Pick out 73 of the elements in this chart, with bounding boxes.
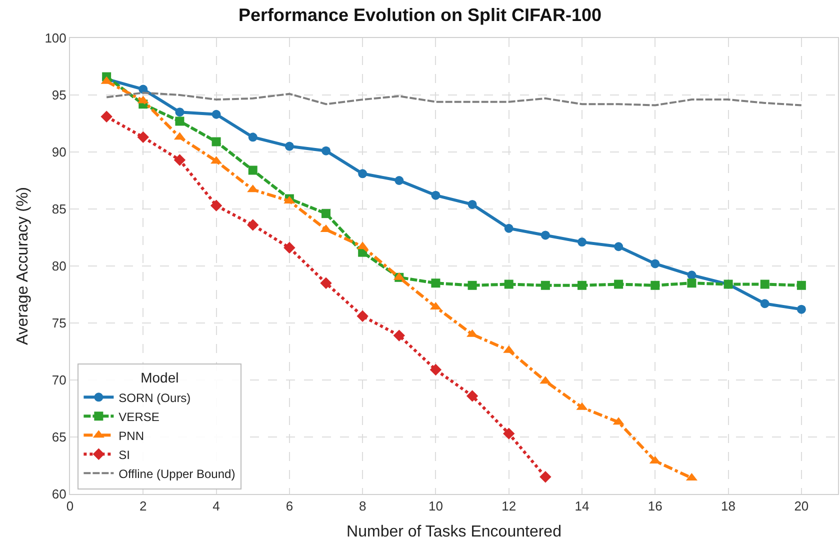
point — [431, 278, 440, 288]
y-tick-label: 60 — [52, 486, 66, 502]
point — [175, 116, 184, 126]
point — [614, 280, 624, 289]
point — [650, 259, 660, 268]
chart-title: Performance Evolution on Split CIFAR-100 — [238, 4, 602, 25]
point — [431, 190, 440, 200]
point — [760, 299, 770, 308]
legend-label: Offline (Upper Bound) — [118, 466, 236, 481]
point — [578, 280, 586, 290]
point — [504, 224, 514, 233]
x-axis-title: Number of Tasks Encountered — [346, 523, 562, 540]
point — [356, 310, 368, 322]
point — [796, 304, 806, 314]
y-tick-label: 95 — [52, 88, 66, 103]
x-tick-label: 2 — [140, 498, 147, 514]
point — [687, 278, 696, 288]
legend-label: SI — [118, 448, 130, 462]
point — [650, 280, 660, 290]
point — [430, 364, 442, 376]
y-tick-label: 65 — [52, 430, 66, 445]
legend-label: SORN (Ours) — [118, 390, 191, 405]
point — [174, 154, 186, 166]
y-tick-label: 90 — [52, 144, 66, 160]
x-tick-label: 0 — [66, 498, 74, 514]
point — [284, 142, 294, 151]
point — [248, 132, 258, 142]
point — [284, 242, 296, 254]
point — [212, 110, 221, 119]
point — [210, 200, 222, 212]
x-tick-label: 6 — [286, 498, 294, 514]
point — [322, 209, 330, 218]
x-tick-label: 12 — [502, 498, 516, 514]
x-tick-label: 4 — [212, 498, 220, 514]
point — [137, 131, 149, 144]
point — [540, 230, 550, 240]
point — [248, 166, 258, 175]
legend-title: Model — [140, 370, 179, 386]
point — [614, 242, 624, 252]
point — [540, 471, 552, 483]
point — [393, 330, 405, 342]
legend-label: VERSE — [118, 410, 160, 424]
x-tick-label: 18 — [721, 498, 736, 514]
point — [796, 280, 806, 290]
point — [466, 390, 478, 402]
y-tick-label: 70 — [52, 372, 66, 388]
point — [540, 280, 550, 290]
x-tick-label: 8 — [358, 498, 366, 514]
x-tick-label: 10 — [428, 498, 443, 514]
point — [504, 280, 514, 289]
point — [394, 176, 404, 185]
y-axis-title: Average Accuracy (%) — [14, 187, 32, 345]
point — [760, 280, 770, 289]
point — [503, 428, 515, 440]
point — [468, 280, 477, 290]
point — [687, 270, 696, 280]
y-tick-label: 80 — [52, 258, 66, 274]
point — [320, 277, 332, 289]
x-tick-label: 16 — [648, 498, 662, 514]
y-tick-label: 85 — [52, 202, 66, 217]
y-tick-label: 100 — [44, 30, 66, 46]
point — [212, 137, 221, 146]
y-tick-label: 75 — [52, 316, 66, 331]
x-tick-label: 14 — [574, 498, 590, 514]
point — [100, 110, 112, 123]
x-tick-label: 20 — [794, 498, 809, 514]
point — [247, 219, 259, 231]
point — [468, 200, 477, 209]
point — [322, 146, 330, 156]
legend-label: PNN — [118, 428, 144, 443]
point — [578, 238, 586, 247]
point — [358, 169, 368, 178]
point — [175, 108, 184, 117]
